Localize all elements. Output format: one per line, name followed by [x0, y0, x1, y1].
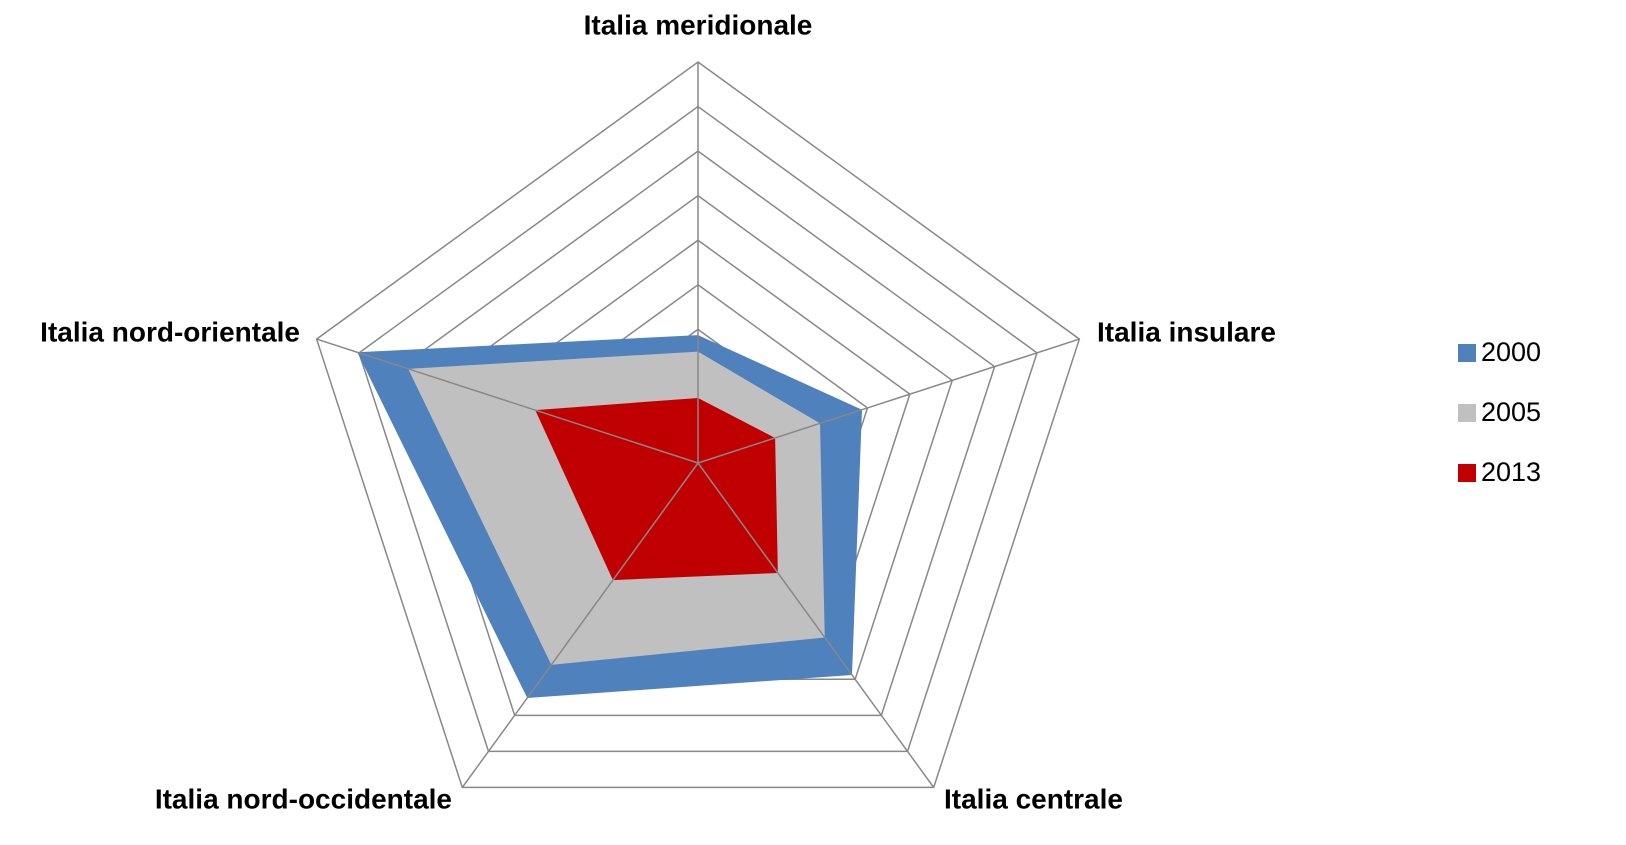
- legend-swatch: [1458, 404, 1476, 422]
- category-label: Italia nord-occidentale: [155, 783, 452, 814]
- legend-label: 2013: [1481, 457, 1541, 487]
- spoke: [697, 338, 1080, 464]
- category-label: Italia nord-orientale: [40, 316, 300, 347]
- series-area: [535, 397, 778, 581]
- grid-ring: [358, 105, 1038, 753]
- legend-label: 2005: [1481, 397, 1541, 427]
- grid-ring: [315, 61, 1081, 789]
- grid-ring: [400, 150, 996, 717]
- legend-swatch: [1458, 344, 1476, 362]
- legend-swatch: [1458, 464, 1476, 482]
- spoke: [461, 462, 699, 788]
- spoke: [697, 462, 935, 788]
- spoke: [316, 338, 699, 464]
- category-label: Italia meridionale: [584, 9, 813, 40]
- category-label: Italia centrale: [944, 783, 1123, 814]
- legend-label: 2000: [1481, 337, 1541, 367]
- category-label: Italia insulare: [1097, 316, 1276, 347]
